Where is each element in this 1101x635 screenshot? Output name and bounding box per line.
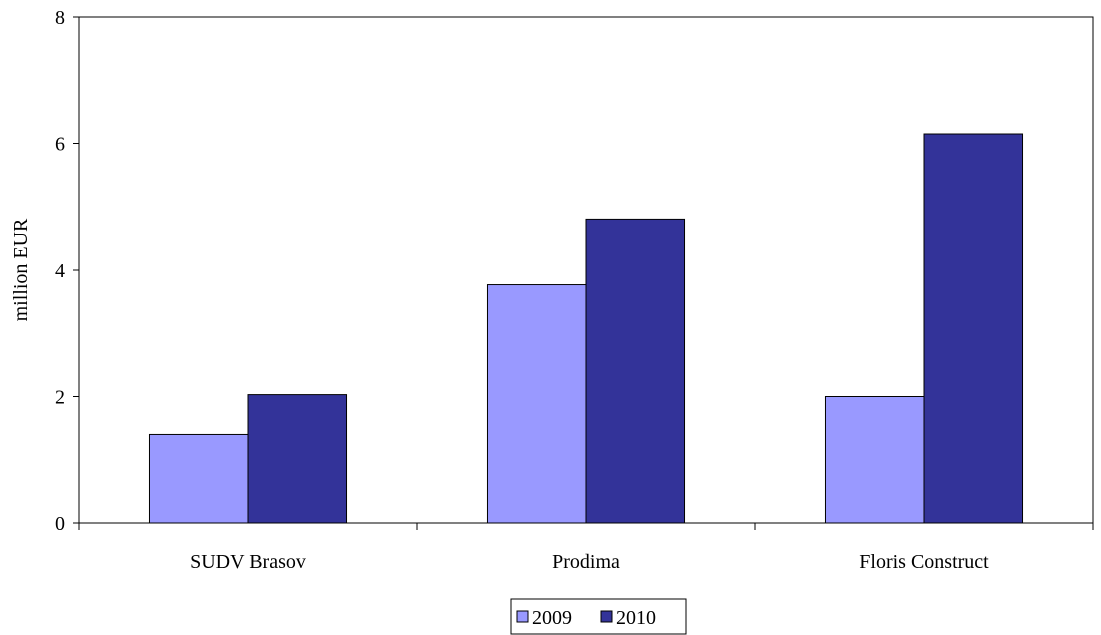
- bars: [148, 133, 1024, 524]
- y-tick-label: 0: [55, 513, 65, 535]
- legend-label: 2010: [616, 607, 656, 629]
- y-tick-label: 2: [55, 387, 65, 409]
- legend-label: 2009: [532, 607, 572, 629]
- legend-box: [510, 598, 687, 635]
- bar-2010-prodima: [585, 218, 686, 524]
- bar-2009-sudv-brasov: [148, 433, 249, 524]
- y-tick-label: 8: [55, 7, 65, 29]
- x-tick-label: SUDV Brasov: [190, 551, 306, 573]
- x-tick-label: Floris Construct: [859, 551, 989, 573]
- legend-swatch: [600, 610, 613, 623]
- legend: 2009 2010: [510, 598, 687, 635]
- bar-2009-floris-construct: [824, 396, 925, 524]
- y-axis-ticks: 0 2 4 6 8: [55, 7, 79, 535]
- x-tick-label: Prodima: [552, 551, 620, 573]
- y-axis-title: million EUR: [10, 218, 32, 321]
- bar-2010-sudv-brasov: [247, 394, 348, 524]
- legend-swatch: [516, 610, 529, 623]
- y-tick-label: 6: [55, 134, 65, 156]
- bar-2009-prodima: [486, 284, 587, 524]
- bar-2010-floris-construct: [923, 133, 1024, 524]
- x-axis-ticks: SUDV Brasov Prodima Floris Construct: [78, 523, 1094, 573]
- y-tick-label: 4: [55, 260, 65, 282]
